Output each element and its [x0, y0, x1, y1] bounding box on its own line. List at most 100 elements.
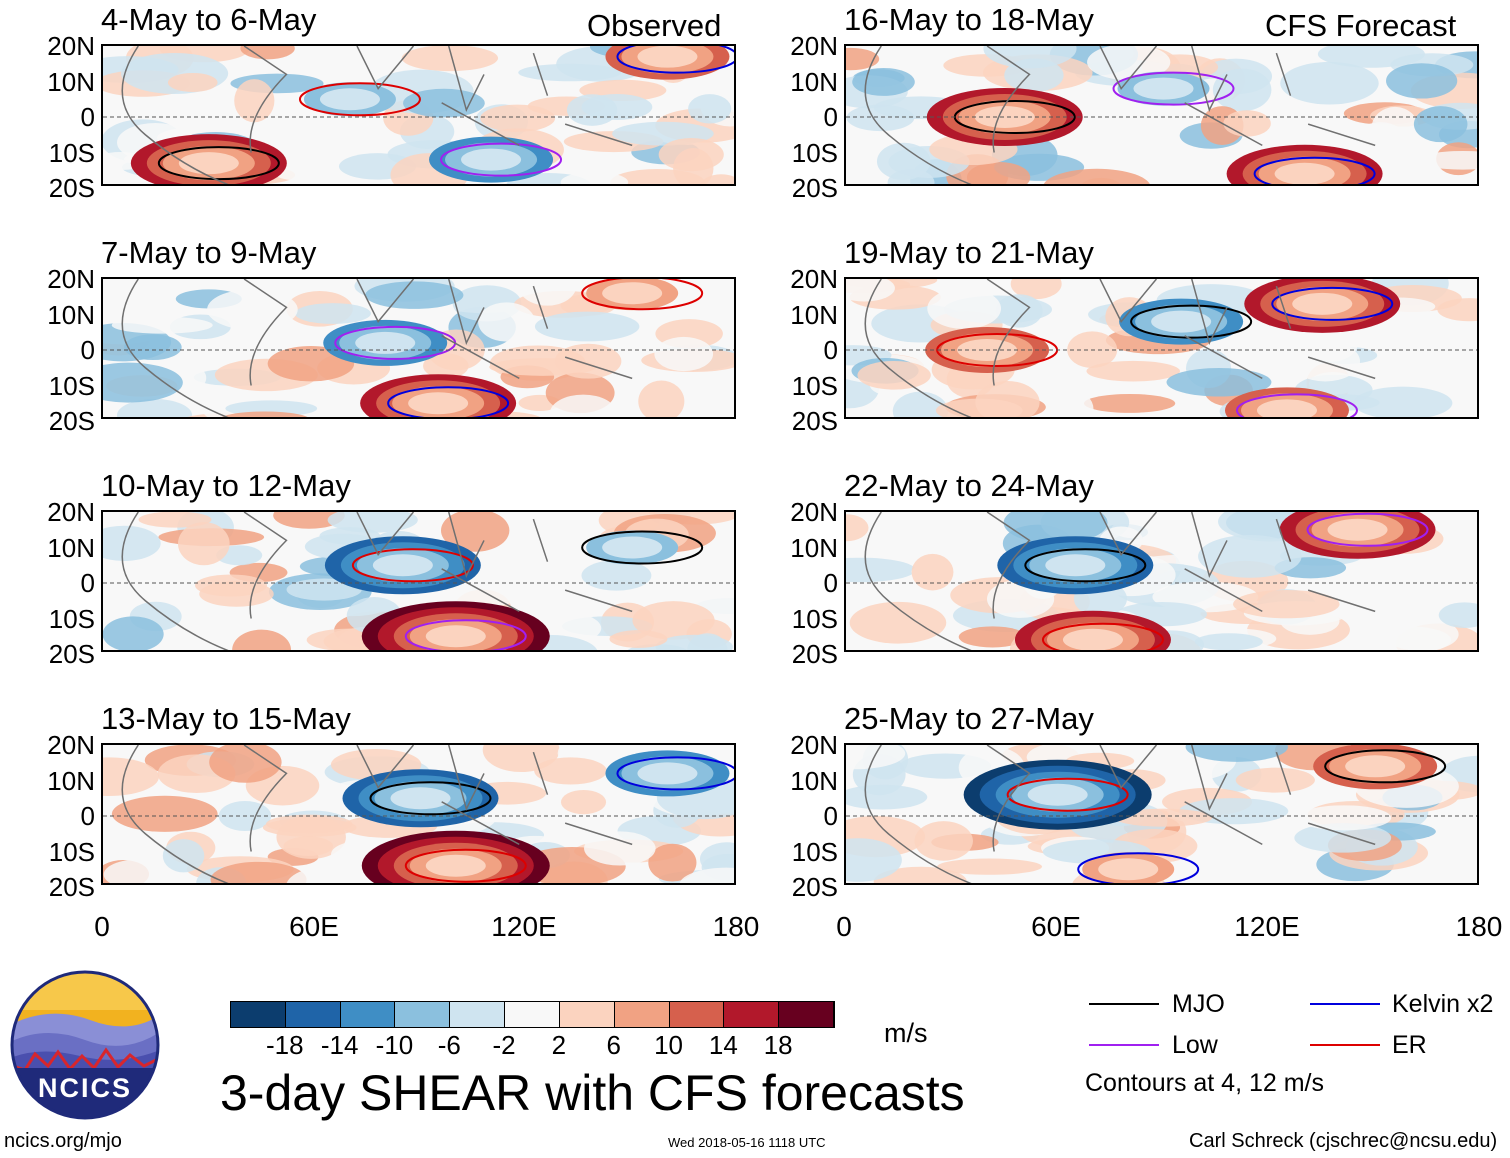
anomaly-blob [167, 72, 218, 93]
anomaly-blob [975, 381, 1040, 417]
anomaly-blob [273, 129, 375, 159]
anomaly-core [372, 554, 433, 577]
panel-title: 4-May to 6-May [101, 2, 317, 37]
anomaly-blob [849, 601, 947, 644]
coastlines [864, 512, 1376, 650]
contour-er [404, 848, 527, 883]
lat-tick-label: 20S [48, 173, 95, 203]
chart-title: 3-day SHEAR with CFS forecasts [220, 1065, 965, 1121]
anomaly-blob [1212, 68, 1272, 112]
anomaly-blob [584, 831, 656, 866]
lat-tick-label: 20S [48, 406, 95, 436]
anomaly-blob [609, 630, 668, 648]
anomaly-blob [892, 391, 949, 417]
anomaly-blob [103, 362, 183, 403]
anomaly-blob [911, 553, 954, 591]
colorbar-tick-label: 18 [763, 1030, 793, 1060]
anomaly-blob [478, 302, 536, 342]
anomaly-blob [1166, 368, 1272, 397]
shear-heatmap [846, 279, 1477, 417]
contour-er [581, 279, 704, 311]
panel-title: 13-May to 15-May [101, 701, 351, 736]
coastlines [864, 279, 1376, 417]
contour-er [1041, 622, 1164, 650]
anomaly-core [1151, 310, 1212, 333]
anomaly-blob [1294, 823, 1392, 853]
lat-tick-label: 20S [791, 406, 838, 436]
forecast-label: CFS Forecast [1265, 8, 1457, 43]
contour-low [404, 619, 527, 650]
panel-title: 7-May to 9-May [101, 235, 317, 270]
lon-tick-label: 180 [712, 911, 760, 942]
anomaly-blob [846, 784, 928, 810]
anomaly-core [1256, 399, 1317, 417]
colorbar-swatch [559, 1002, 615, 1027]
anomaly-blob [103, 616, 164, 650]
anomaly-blob [266, 814, 353, 834]
contour-kelvin-x2 [1077, 852, 1200, 883]
anomaly-core [1045, 554, 1106, 577]
anomaly-core [1062, 628, 1123, 650]
colorbar-swatch [505, 1002, 560, 1027]
lat-tick-label: 20N [47, 730, 95, 760]
anomaly-core [1098, 858, 1159, 881]
colorbar-tick-label: -2 [492, 1030, 516, 1060]
legend-label-kelvin: Kelvin x2 [1392, 990, 1494, 1018]
coastlines [121, 279, 633, 417]
anomaly-blob [688, 94, 732, 124]
coastlines [121, 46, 633, 184]
colorbar-swatch [669, 1002, 725, 1027]
anomaly-blob [560, 171, 629, 184]
panel-title: 16-May to 18-May [844, 2, 1094, 37]
lat-tick-label: 0 [823, 335, 838, 365]
shear-heatmap [103, 745, 734, 883]
anomaly-blob [857, 360, 931, 390]
contour-low [1112, 71, 1235, 106]
colorbar-swatch [724, 1002, 780, 1027]
shear-heatmap [846, 46, 1477, 184]
anomaly-blob [1411, 172, 1477, 184]
map-panel [101, 743, 736, 885]
anomaly-core [637, 46, 698, 68]
anomaly-blob [846, 557, 916, 583]
anomaly-blob [648, 843, 697, 882]
legend-line-er [1310, 1044, 1380, 1046]
anomaly-blob [699, 842, 734, 876]
anomaly-core [602, 536, 663, 559]
contour-mjo [1324, 749, 1447, 784]
colorbar-tick-label: -18 [266, 1030, 304, 1060]
anomaly-blob [983, 46, 1077, 69]
panel-title: 25-May to 27-May [844, 701, 1094, 736]
lat-tick-label: 10N [47, 532, 95, 563]
anomaly-core [178, 152, 239, 175]
anomaly-core [390, 787, 451, 810]
lat-tick-label: 10N [790, 66, 838, 97]
lat-tick-label: 20N [47, 497, 95, 527]
colorbar-swatch [614, 1002, 670, 1027]
shear-heatmap [846, 745, 1477, 883]
anomaly-core [355, 331, 416, 354]
anomaly-blob [1206, 856, 1294, 878]
colorbar-tick-label: 6 [606, 1030, 621, 1060]
anomaly-blob [581, 94, 653, 121]
anomaly-core [425, 854, 486, 877]
anomaly-core [602, 282, 663, 305]
contour-kelvin-x2 [1271, 286, 1394, 321]
colorbar-swatch [450, 1002, 506, 1027]
colorbar-tick-label: 14 [708, 1030, 738, 1060]
legend-label-low: Low [1172, 1031, 1218, 1059]
anomaly-core [461, 148, 522, 171]
anomaly-blob [1415, 151, 1477, 170]
anomaly-blob [1003, 512, 1108, 544]
anomaly-blob [305, 49, 392, 66]
lat-tick-label: 20S [791, 173, 838, 203]
shear-heatmap [103, 279, 734, 417]
anomaly-blob [209, 745, 282, 783]
anomaly-blob [581, 560, 652, 591]
anomaly-blob [966, 161, 1031, 184]
map-panel [101, 277, 736, 419]
legend-line-mjo [1089, 1003, 1159, 1005]
anomaly-core [1292, 292, 1353, 315]
anomaly-blob [927, 288, 1002, 330]
lat-tick-label: 10S [48, 603, 95, 634]
